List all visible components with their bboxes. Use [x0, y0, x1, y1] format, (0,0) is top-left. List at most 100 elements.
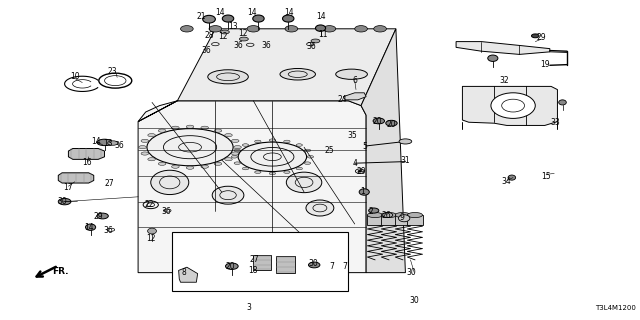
Text: 17: 17 — [63, 183, 73, 192]
Text: 24: 24 — [337, 95, 347, 104]
Ellipse shape — [359, 189, 369, 195]
Ellipse shape — [234, 149, 241, 152]
Ellipse shape — [86, 224, 95, 230]
Ellipse shape — [381, 212, 397, 218]
Text: 16: 16 — [83, 158, 92, 167]
Bar — [172, 232, 348, 291]
Text: 11: 11 — [318, 30, 328, 39]
Polygon shape — [68, 148, 104, 159]
Ellipse shape — [172, 126, 179, 129]
Polygon shape — [456, 42, 550, 54]
Ellipse shape — [269, 139, 276, 141]
Ellipse shape — [407, 212, 422, 218]
Ellipse shape — [396, 212, 410, 218]
Ellipse shape — [305, 162, 310, 164]
Ellipse shape — [311, 39, 320, 43]
Ellipse shape — [285, 26, 298, 32]
Ellipse shape — [316, 25, 326, 31]
Text: 12: 12 — [146, 234, 156, 243]
Text: FR.: FR. — [52, 267, 68, 276]
Text: 31: 31 — [401, 156, 410, 165]
Text: 14: 14 — [284, 8, 294, 17]
Ellipse shape — [151, 170, 189, 195]
Ellipse shape — [238, 142, 307, 172]
Text: 36: 36 — [161, 207, 171, 216]
Text: 22: 22 — [145, 200, 154, 209]
Text: 29: 29 — [93, 212, 103, 221]
Ellipse shape — [531, 34, 539, 38]
Ellipse shape — [399, 215, 410, 222]
Ellipse shape — [148, 228, 156, 234]
Ellipse shape — [232, 152, 239, 155]
Text: 7: 7 — [342, 262, 347, 271]
Ellipse shape — [97, 213, 108, 219]
Text: 25: 25 — [324, 146, 334, 155]
Text: 8: 8 — [181, 268, 186, 277]
Ellipse shape — [336, 69, 367, 79]
Ellipse shape — [284, 140, 290, 143]
Ellipse shape — [225, 263, 238, 269]
Text: 4: 4 — [352, 159, 357, 168]
Polygon shape — [58, 173, 93, 183]
Text: 33: 33 — [550, 118, 560, 127]
Ellipse shape — [282, 15, 294, 22]
Text: 29: 29 — [356, 167, 366, 176]
Text: 12: 12 — [218, 32, 228, 41]
Ellipse shape — [367, 212, 383, 218]
Text: 20: 20 — [226, 262, 236, 271]
Text: 7: 7 — [330, 262, 334, 271]
Ellipse shape — [386, 120, 397, 126]
Text: 14: 14 — [247, 8, 257, 17]
Ellipse shape — [508, 175, 516, 180]
Ellipse shape — [253, 15, 264, 22]
Ellipse shape — [280, 68, 316, 80]
Text: 5: 5 — [362, 142, 367, 151]
Text: 19: 19 — [540, 60, 550, 68]
Polygon shape — [361, 29, 405, 273]
Text: 2: 2 — [369, 207, 374, 216]
Ellipse shape — [186, 125, 194, 128]
Bar — [407, 215, 422, 225]
Ellipse shape — [491, 93, 535, 118]
Ellipse shape — [97, 139, 112, 146]
Ellipse shape — [269, 172, 276, 175]
Text: 13: 13 — [228, 22, 238, 31]
Text: 14: 14 — [92, 137, 101, 146]
Ellipse shape — [225, 158, 232, 161]
Ellipse shape — [139, 146, 147, 149]
Ellipse shape — [234, 162, 241, 164]
Ellipse shape — [201, 165, 209, 168]
Ellipse shape — [214, 129, 222, 132]
Bar — [253, 255, 271, 270]
Text: T3L4M1200: T3L4M1200 — [595, 305, 636, 311]
Ellipse shape — [231, 156, 237, 158]
Ellipse shape — [307, 156, 314, 158]
Ellipse shape — [209, 26, 221, 32]
Ellipse shape — [214, 162, 222, 165]
Text: 32: 32 — [499, 76, 509, 84]
Ellipse shape — [488, 55, 498, 61]
Polygon shape — [343, 93, 366, 100]
Ellipse shape — [147, 129, 233, 166]
Ellipse shape — [355, 26, 367, 32]
Ellipse shape — [286, 172, 322, 193]
Bar — [396, 215, 410, 225]
Ellipse shape — [373, 118, 385, 124]
Text: 30: 30 — [308, 260, 318, 268]
Text: 36: 36 — [234, 41, 243, 50]
Ellipse shape — [296, 144, 303, 146]
Text: 6: 6 — [352, 76, 357, 85]
Ellipse shape — [358, 170, 362, 172]
Polygon shape — [463, 86, 557, 125]
Ellipse shape — [148, 158, 156, 161]
Bar — [276, 256, 294, 273]
Text: 14: 14 — [316, 12, 325, 20]
Ellipse shape — [220, 30, 229, 34]
Text: 36: 36 — [261, 41, 271, 50]
Text: 23: 23 — [108, 67, 118, 76]
Text: 36: 36 — [307, 42, 317, 51]
Ellipse shape — [247, 26, 260, 32]
Text: 13: 13 — [104, 139, 113, 148]
Polygon shape — [138, 29, 396, 122]
Ellipse shape — [203, 15, 216, 23]
